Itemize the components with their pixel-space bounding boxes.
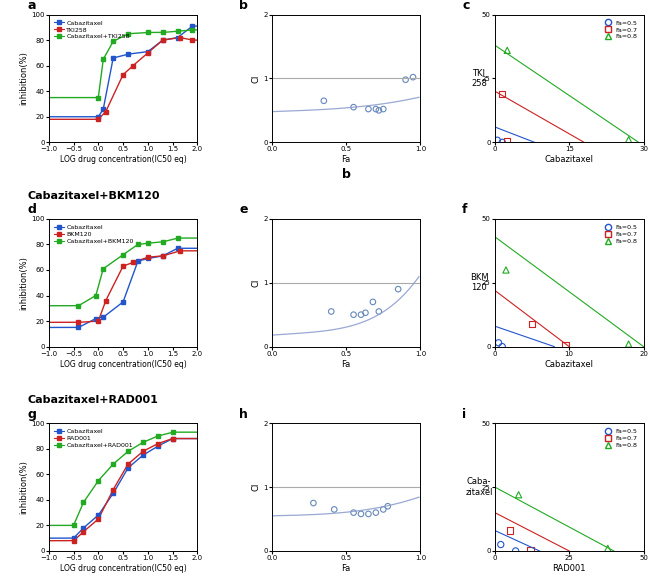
Point xyxy=(378,104,389,114)
Text: i: i xyxy=(462,408,466,421)
X-axis label: LOG drug concentration(IC50 eq): LOG drug concentration(IC50 eq) xyxy=(60,360,187,368)
Point xyxy=(329,505,339,514)
Legend: Fa=0.5, Fa=0.7, Fa=0.8: Fa=0.5, Fa=0.7, Fa=0.8 xyxy=(599,17,640,42)
Point xyxy=(525,545,536,554)
Point xyxy=(348,508,359,517)
Point xyxy=(348,310,359,319)
Text: Cabazitaxel+BKM120: Cabazitaxel+BKM120 xyxy=(28,191,161,201)
Y-axis label: CI: CI xyxy=(252,483,261,491)
Point xyxy=(370,508,381,517)
Legend: Cabazitaxel, TKI258, Cabazitaxel+TKI258: Cabazitaxel, TKI258, Cabazitaxel+TKI258 xyxy=(52,17,132,42)
Text: b: b xyxy=(239,0,248,12)
Y-axis label: inhibition(%): inhibition(%) xyxy=(20,460,29,514)
Text: a: a xyxy=(28,0,36,12)
Text: b: b xyxy=(342,168,350,181)
Y-axis label: BKM
120: BKM 120 xyxy=(470,273,488,293)
Y-axis label: TKI
258: TKI 258 xyxy=(471,69,487,88)
Point xyxy=(623,339,634,349)
Point xyxy=(492,136,502,145)
Point xyxy=(500,265,511,275)
Point xyxy=(526,319,537,328)
Point xyxy=(510,546,521,556)
Point xyxy=(363,509,374,518)
Text: h: h xyxy=(239,408,248,421)
Text: g: g xyxy=(28,408,37,421)
Point xyxy=(502,137,512,146)
Y-axis label: inhibition(%): inhibition(%) xyxy=(20,51,29,106)
Point xyxy=(356,310,366,319)
Point xyxy=(408,72,418,82)
Point xyxy=(318,96,329,106)
Point xyxy=(368,297,378,307)
Text: e: e xyxy=(239,203,248,216)
Point xyxy=(326,307,337,316)
Point xyxy=(360,308,370,317)
Point xyxy=(383,501,393,511)
Text: Cabazitaxel+RAD001: Cabazitaxel+RAD001 xyxy=(28,395,159,405)
Text: d: d xyxy=(28,203,37,216)
Point xyxy=(378,505,389,514)
Point xyxy=(348,103,359,112)
Point xyxy=(560,340,571,350)
Y-axis label: CI: CI xyxy=(252,74,261,83)
X-axis label: Fa: Fa xyxy=(341,564,351,573)
Point xyxy=(497,342,508,352)
Legend: Cabazitaxel, BKM120, Cabazitaxel+BKM120: Cabazitaxel, BKM120, Cabazitaxel+BKM120 xyxy=(52,222,136,246)
Y-axis label: CI: CI xyxy=(252,279,261,287)
Point xyxy=(493,338,504,347)
Point xyxy=(504,526,515,535)
Point xyxy=(370,104,381,114)
Y-axis label: inhibition(%): inhibition(%) xyxy=(20,256,29,310)
X-axis label: RAD001: RAD001 xyxy=(552,564,586,573)
Point xyxy=(514,490,524,500)
X-axis label: LOG drug concentration(IC50 eq): LOG drug concentration(IC50 eq) xyxy=(60,155,187,164)
Legend: Fa=0.5, Fa=0.7, Fa=0.8: Fa=0.5, Fa=0.7, Fa=0.8 xyxy=(599,222,640,246)
Point xyxy=(363,104,374,114)
Point xyxy=(308,498,318,508)
Point xyxy=(356,509,366,518)
X-axis label: Cabazitaxel: Cabazitaxel xyxy=(545,155,593,164)
Point xyxy=(393,285,404,294)
X-axis label: Fa: Fa xyxy=(341,155,351,164)
X-axis label: Fa: Fa xyxy=(341,360,351,368)
Point xyxy=(502,45,512,55)
Text: f: f xyxy=(462,203,467,216)
Point xyxy=(374,106,384,115)
X-axis label: Cabazitaxel: Cabazitaxel xyxy=(545,360,593,368)
Legend: Fa=0.5, Fa=0.7, Fa=0.8: Fa=0.5, Fa=0.7, Fa=0.8 xyxy=(599,426,640,451)
Point xyxy=(497,89,508,99)
X-axis label: LOG drug concentration(IC50 eq): LOG drug concentration(IC50 eq) xyxy=(60,564,187,573)
Legend: Cabazitaxel, RAD001, Cabazitaxel+RAD001: Cabazitaxel, RAD001, Cabazitaxel+RAD001 xyxy=(52,426,135,451)
Point xyxy=(623,135,634,145)
Text: c: c xyxy=(462,0,469,12)
Y-axis label: Caba-
zitaxel: Caba- zitaxel xyxy=(465,477,493,497)
Point xyxy=(497,138,508,147)
Point xyxy=(374,307,384,316)
Point xyxy=(400,75,411,85)
Point xyxy=(495,540,506,549)
Point xyxy=(603,544,613,553)
